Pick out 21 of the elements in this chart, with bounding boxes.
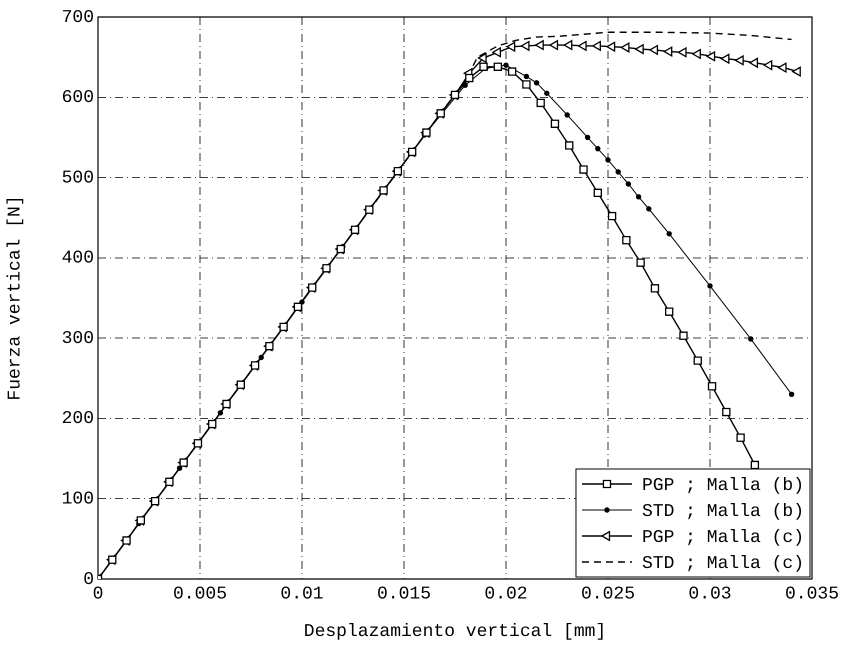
x-tick-label: 0.02 xyxy=(484,584,528,605)
legend-label: STD ; Malla (c) xyxy=(642,554,804,574)
x-tick-label: 0.015 xyxy=(376,584,432,605)
x-tick-label: 0.035 xyxy=(784,584,840,605)
y-axis-title: Fuerza vertical [N] xyxy=(6,195,26,401)
x-tick-label: 0.03 xyxy=(688,584,732,605)
x-tick-label: 0.005 xyxy=(172,584,228,605)
legend-label: PGP ; Malla (c) xyxy=(642,528,804,548)
y-tick-label: 600 xyxy=(62,88,94,108)
legend-label: STD ; Malla (b) xyxy=(642,502,804,522)
y-tick-label: 400 xyxy=(62,248,94,269)
x-tick-label: 0.025 xyxy=(580,584,636,605)
y-tick-label: 200 xyxy=(62,409,94,430)
y-tick-label: 300 xyxy=(62,328,94,349)
y-tick-label: 500 xyxy=(62,168,94,188)
legend-label: PGP ; Malla (b) xyxy=(642,476,804,496)
y-tick-label: 0 xyxy=(83,570,94,590)
x-tick-label: 0.01 xyxy=(280,584,324,605)
y-tick-label: 100 xyxy=(62,489,94,510)
y-tick-label: 700 xyxy=(62,8,94,28)
x-axis-title: Desplazamiento vertical [mm] xyxy=(304,622,606,642)
